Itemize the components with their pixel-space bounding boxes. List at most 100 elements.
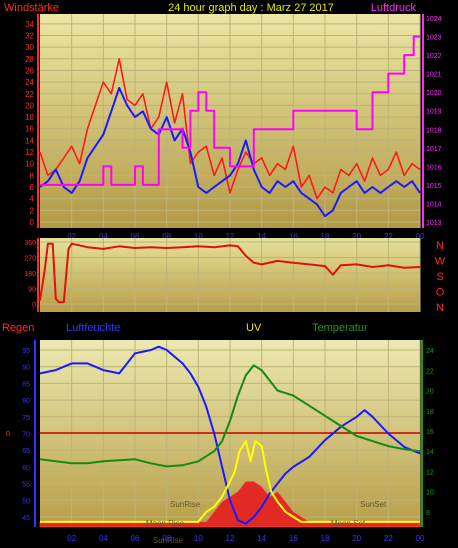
humidity-y-tick-label: 65: [22, 448, 30, 455]
x-tick-label: 04: [99, 534, 108, 543]
wind-y-tick-label: 0: [30, 218, 35, 227]
x-tick-label: 08: [162, 232, 171, 241]
uv-line: [40, 440, 420, 523]
temperature-y-tick-label: 10: [426, 490, 434, 497]
wind-y-tick-label: 26: [25, 66, 34, 75]
x-tick-label: 08: [162, 534, 171, 543]
wind-axis-title: Windstärke: [4, 2, 59, 14]
wind-y-tick-label: 30: [25, 43, 34, 52]
pressure-y-tick-label: 1013: [426, 220, 442, 227]
pressure-y-tick-label: 1021: [426, 72, 442, 79]
wind-y-tick-label: 32: [25, 31, 34, 40]
wind-series: [39, 35, 421, 218]
temperature-y-tick-label: 8: [426, 510, 430, 517]
humidity-y-tick-label: 80: [22, 398, 30, 405]
x-tick-label: 12: [226, 232, 235, 241]
pressure-y-tick-label: 1024: [426, 16, 442, 23]
x-tick-label: 14: [257, 534, 266, 543]
wind-y-tick-label: 16: [25, 125, 34, 134]
humidity-y-tick-label: 75: [22, 415, 30, 422]
compass-label: S: [436, 271, 443, 283]
sun-moon-annotation: SunRise: [153, 536, 184, 543]
x-tick-label: 14: [257, 232, 266, 241]
humidity-y-tick-label: 45: [22, 515, 30, 522]
humidity-y-tick-label: 50: [22, 498, 30, 505]
wind-y-tick-label: 12: [25, 148, 34, 157]
humidity-line: [39, 345, 421, 525]
humidity-y-tick-label: 85: [22, 381, 30, 388]
wind-y-tick-label: 18: [25, 113, 34, 122]
x-tick-label: 20: [352, 534, 361, 543]
pressure-y-tick-label: 1016: [426, 164, 442, 171]
humidity-y-tick-label: 95: [22, 348, 30, 355]
pressure-y-tick-label: 1018: [426, 127, 442, 134]
climate-annotations: SunRise SunSet Moon Rise Moon Set SunRise: [146, 500, 387, 545]
x-tick-label: 10: [194, 232, 203, 241]
humidity-y-ticks: 45 50 55 60 65 70 75 80 85 90 95 0: [6, 340, 36, 527]
wind-y-tick-label: 34: [25, 20, 34, 29]
sun-moon-annotation: SunSet: [360, 500, 387, 509]
temperature-y-tick-label: 24: [426, 348, 434, 355]
x-tick-label: 16: [289, 534, 298, 543]
compass-label: N: [436, 240, 444, 252]
compass-label: N: [436, 302, 444, 314]
x-tick-label: 22: [384, 534, 393, 543]
direction-y-tick-label: 180: [24, 271, 36, 278]
humidity-y-tick-label: 60: [22, 465, 30, 472]
temperature-y-tick-label: 20: [426, 389, 434, 396]
pressure-y-tick-label: 1023: [426, 35, 442, 42]
humidity-y-tick-label: 90: [22, 365, 30, 372]
wind-y-tick-label: 24: [25, 78, 34, 87]
x-tick-label: 00: [416, 534, 425, 543]
direction-y-tick-label: 270: [24, 256, 36, 263]
x-tick-label: 20: [352, 232, 361, 241]
x-tick-label: 16: [289, 232, 298, 241]
wind-y-tick-label: 4: [30, 195, 35, 204]
pressure-axis-title: Luftdruck: [371, 2, 417, 14]
wind-x-ticks: 02 04 06 08 10 12 14 16 18 20 22 00: [67, 232, 425, 241]
temperature-y-tick-label: 22: [426, 368, 434, 375]
wind-y-tick-label: 14: [25, 136, 34, 145]
wind-y-tick-label: 22: [25, 90, 34, 99]
wind-y-tick-label: 2: [30, 206, 35, 215]
wind-y-tick-label: 6: [30, 183, 35, 192]
x-tick-label: 10: [194, 534, 203, 543]
wind-y-tick-label: 10: [25, 160, 34, 169]
x-tick-label: 18: [321, 232, 330, 241]
humidity-y-tick-label: 55: [22, 482, 30, 489]
x-tick-label: 06: [131, 534, 140, 543]
temperature-line: [39, 364, 421, 468]
temperature-y-tick-label: 14: [426, 449, 434, 456]
x-tick-label: 04: [99, 232, 108, 241]
pressure-y-tick-label: 1019: [426, 109, 442, 116]
wind-y-tick-label: 28: [25, 55, 34, 64]
pressure-y-ticks: 1013 1014 1015 1016 1017 1018 1019 1020 1021 1022…: [422, 14, 442, 228]
rain-axis-title: Regen: [2, 322, 34, 334]
wind-average-line: [39, 86, 421, 218]
climate-x-ticks: 02 04 06 08 10 12 14 16 18 20 22 00: [67, 534, 425, 543]
humidity-y-tick-label: 70: [22, 432, 30, 439]
wind-y-tick-label: 8: [30, 171, 35, 180]
temperature-axis-title: Temperatur: [312, 322, 368, 334]
x-tick-label: 06: [131, 232, 140, 241]
wind-y-tick-label: 20: [25, 101, 34, 110]
humidity-axis-title: Luftfeuchte: [66, 322, 120, 334]
climate-series: [39, 345, 421, 528]
temperature-y-ticks: 8 10 12 14 16 18 20 22 24: [421, 340, 434, 527]
sun-moon-annotation: Moon Set: [331, 519, 366, 528]
x-tick-label: 02: [67, 534, 76, 543]
temperature-y-tick-label: 16: [426, 429, 434, 436]
x-tick-label: 12: [226, 534, 235, 543]
wind-gust-line: [39, 57, 421, 200]
wind-direction-line: [39, 242, 421, 304]
x-tick-label: 02: [67, 232, 76, 241]
pressure-y-tick-label: 1017: [426, 146, 442, 153]
direction-y-tick-label: 360: [24, 240, 36, 247]
temperature-y-tick-label: 12: [426, 469, 434, 476]
x-tick-label: 00: [416, 232, 425, 241]
direction-series: [39, 242, 421, 304]
